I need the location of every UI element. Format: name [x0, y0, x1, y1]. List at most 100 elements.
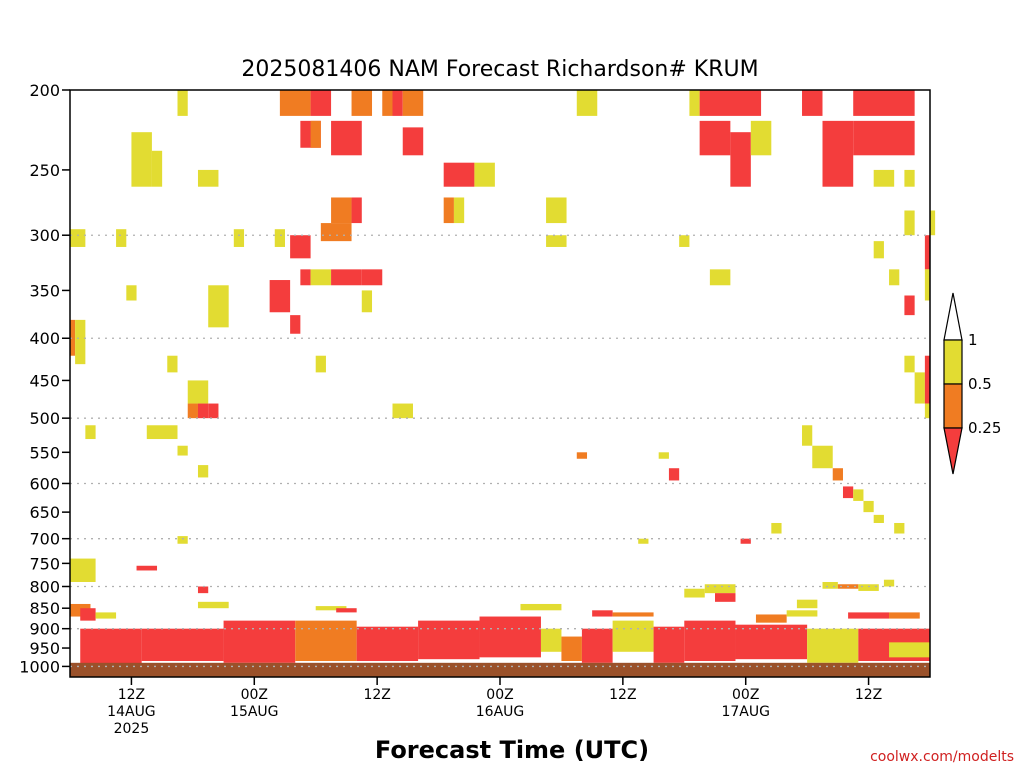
ri-cell: [612, 612, 654, 617]
ri-cell: [750, 120, 772, 156]
y-tick-label: 800: [29, 577, 60, 596]
ri-cell: [540, 628, 562, 652]
ri-cell: [842, 486, 854, 499]
legend-label: 0.5: [968, 375, 992, 393]
x-tick-label: 15AUG: [230, 704, 279, 720]
ri-cell: [822, 120, 854, 187]
ri-cell: [612, 620, 654, 652]
ri-cell: [883, 579, 895, 587]
ri-cell: [197, 465, 209, 478]
x-tick-label: 12Z: [363, 687, 390, 703]
ri-cell: [351, 197, 362, 224]
ri-cell: [146, 425, 178, 440]
ri-cell: [863, 500, 874, 513]
ri-cell: [300, 269, 311, 286]
credit-text: coolwx.com/modelts: [870, 749, 1014, 765]
ri-cell: [136, 565, 158, 571]
ri-cell: [479, 616, 541, 658]
ri-cell: [453, 197, 465, 224]
ri-cell: [223, 620, 296, 663]
y-tick-label: 750: [29, 554, 60, 573]
ri-cell: [807, 628, 859, 663]
ri-cell: [653, 626, 685, 663]
ri-cell: [80, 608, 96, 621]
y-tick-label: 200: [29, 81, 60, 100]
ri-cell: [116, 229, 127, 247]
ri-cell: [904, 295, 915, 316]
ri-cell: [443, 162, 475, 187]
x-tick-label: 16AUG: [476, 704, 525, 720]
legend-label: 1: [968, 331, 978, 349]
x-tick-label: 12Z: [118, 687, 145, 703]
ri-cell: [873, 169, 895, 187]
ri-cell: [730, 132, 751, 187]
ri-cell: [924, 235, 930, 270]
ri-cell: [320, 223, 352, 242]
ri-cell: [889, 642, 930, 658]
ri-cell: [802, 90, 823, 116]
y-tick-label: 650: [29, 503, 60, 522]
y-tick-label: 550: [29, 443, 60, 462]
ri-cell: [924, 403, 930, 419]
ri-cell: [689, 90, 700, 116]
y-tick-label: 900: [29, 620, 60, 639]
ri-cell: [167, 355, 178, 373]
ri-cell: [520, 603, 562, 611]
ri-cell: [474, 162, 495, 187]
y-tick-label: 600: [29, 474, 60, 493]
ri-cell: [310, 90, 332, 116]
ri-cell: [295, 620, 357, 662]
y-tick-label: 250: [29, 161, 60, 180]
ri-cell: [197, 169, 219, 187]
ri-cell: [331, 197, 352, 224]
ri-cell: [924, 269, 930, 301]
ri-cell: [699, 90, 762, 116]
ri-cell: [151, 150, 163, 187]
ri-cell: [668, 468, 680, 481]
ri-cell: [715, 593, 736, 602]
ri-cell: [392, 403, 413, 419]
ri-cell: [70, 319, 76, 356]
ri-cell: [418, 620, 480, 660]
ri-cell: [187, 403, 198, 419]
ri-cell: [310, 120, 321, 148]
ri-cell: [290, 235, 311, 259]
ri-cell: [735, 624, 808, 660]
ri-cell: [904, 210, 915, 236]
ri-cell: [581, 628, 613, 663]
ri-cell: [443, 197, 454, 224]
x-tick-label: 17AUG: [721, 704, 770, 720]
ri-cell: [546, 235, 567, 247]
legend-band: [943, 292, 963, 341]
ri-cell: [274, 229, 285, 247]
ri-cell: [771, 522, 782, 534]
ri-cell: [70, 558, 96, 582]
ri-cell: [812, 445, 833, 469]
ri-cell: [95, 612, 117, 619]
ri-cell: [914, 372, 925, 404]
ri-cell: [930, 210, 936, 236]
ri-cell: [546, 197, 567, 224]
legend: 1 0.5 0.25: [943, 292, 1001, 475]
x-axis-label: Forecast Time (UTC): [375, 736, 649, 764]
ri-cell: [755, 614, 787, 623]
ri-cell: [187, 380, 209, 404]
ri-cell: [853, 489, 864, 501]
ri-cell: [141, 628, 224, 662]
x-tick-label: 12Z: [855, 687, 882, 703]
ri-cell: [315, 355, 326, 373]
ri-cell: [904, 169, 915, 187]
legend-band: [943, 383, 963, 429]
ri-cell: [208, 285, 229, 328]
ri-cell: [848, 612, 890, 619]
ri-cell: [853, 90, 915, 116]
ri-cell: [889, 612, 920, 619]
ri-cell: [197, 586, 209, 594]
y-tick-label: 500: [29, 409, 60, 428]
y-tick-label: 350: [29, 281, 60, 300]
x-tick-label: 12Z: [609, 687, 636, 703]
chart-title: 2025081406 NAM Forecast Richardson# KRUM: [241, 57, 758, 82]
y-tick-label: 1000: [19, 657, 60, 676]
ri-cell: [177, 445, 188, 456]
